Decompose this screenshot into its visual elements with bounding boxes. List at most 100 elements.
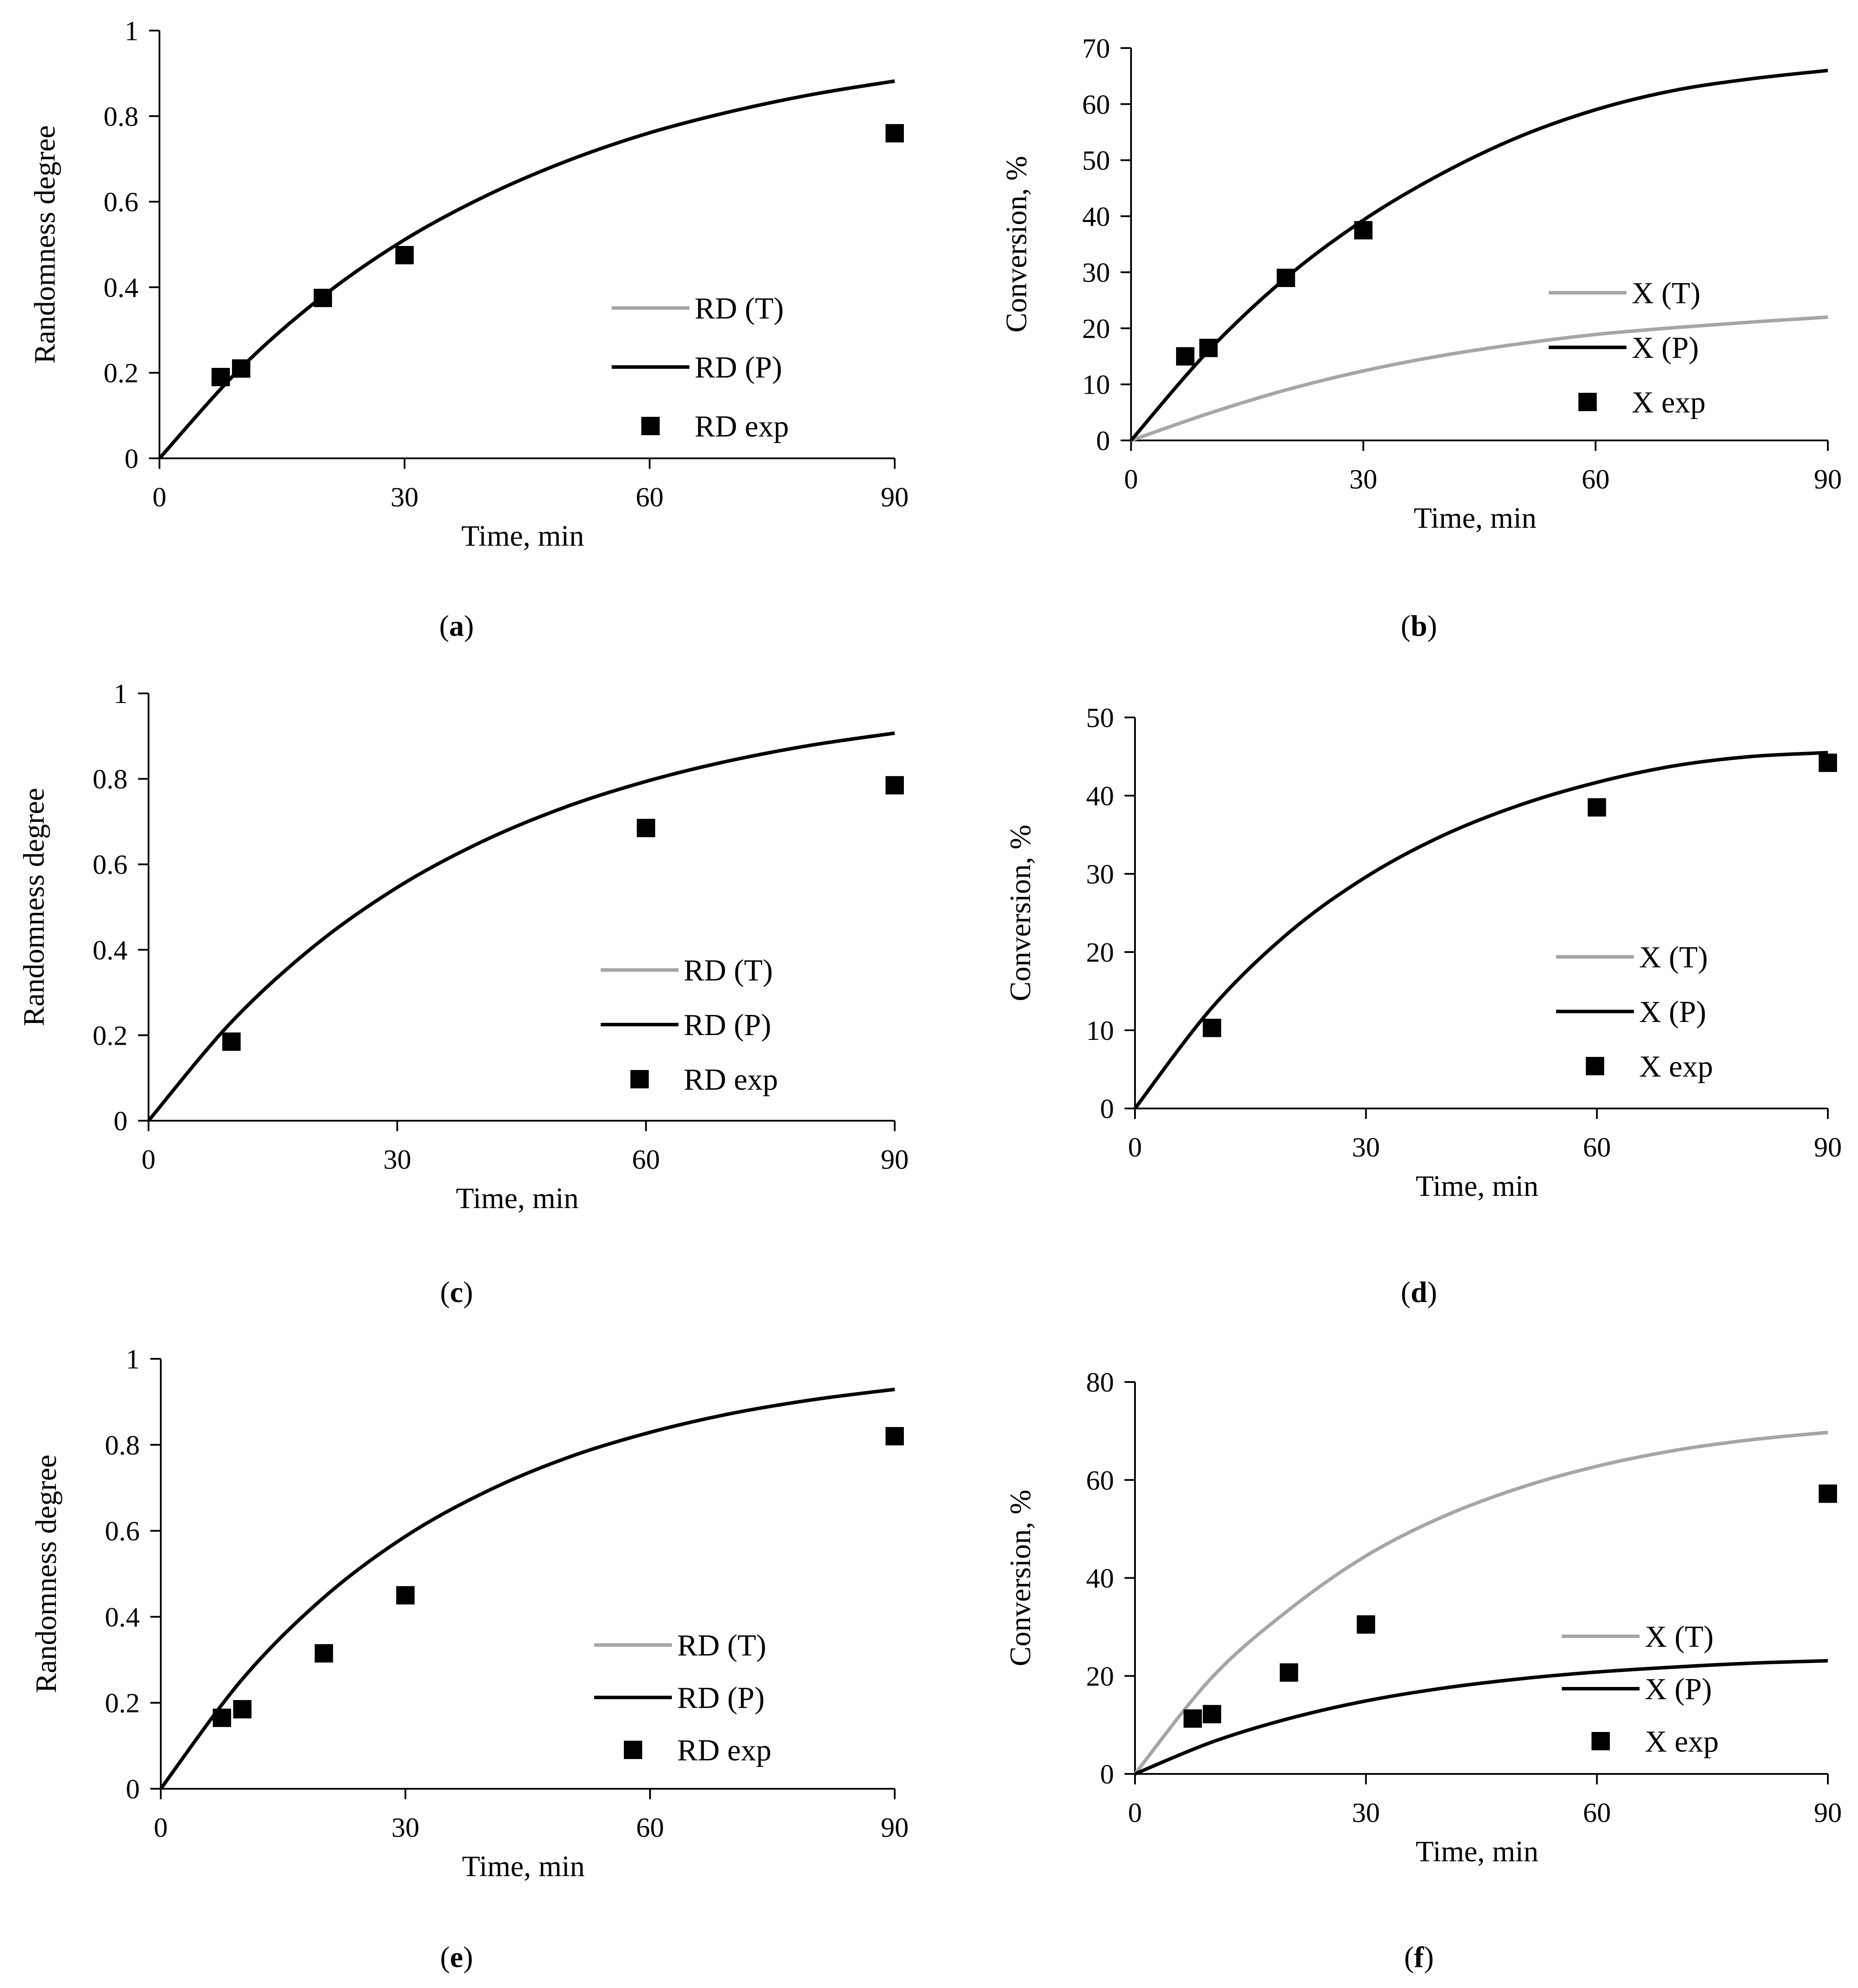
y-tick-label: 0.2 (93, 1020, 128, 1051)
y-tick-label: 80 (1086, 1367, 1114, 1398)
y-tick-label: 1 (114, 678, 128, 709)
data-point-marker (396, 1586, 415, 1605)
y-tick-label: 10 (1086, 1015, 1114, 1046)
legend-swatch-marker (1586, 1057, 1604, 1075)
data-point-marker (211, 367, 230, 386)
y-tick-label: 0.4 (93, 935, 128, 966)
panel-caption: (d) (1401, 1275, 1437, 1309)
x-tick-label: 60 (1583, 1132, 1611, 1163)
x-tick-label: 30 (1352, 1797, 1380, 1828)
x-tick-label: 90 (1814, 464, 1842, 495)
data-point-marker (1277, 268, 1295, 287)
x-axis-title: Time, min (1416, 1169, 1539, 1202)
panel-caption-close-paren: ) (1424, 1940, 1434, 1974)
x-tick-label: 0 (142, 1144, 156, 1175)
x-tick-label: 30 (383, 1144, 411, 1175)
y-tick-label: 30 (1082, 257, 1110, 288)
panel-caption: (f) (1404, 1940, 1434, 1974)
y-tick-label: 0.4 (105, 1601, 140, 1632)
y-tick-label: 40 (1086, 1563, 1114, 1594)
data-point-marker (886, 1427, 904, 1446)
x-tick-label: 60 (632, 1144, 660, 1175)
panel-caption-open-paren: ( (440, 1275, 450, 1309)
y-tick-label: 0 (1100, 1759, 1114, 1790)
y-tick-label: 1 (125, 15, 138, 46)
legend-label: RD exp (677, 1734, 772, 1767)
x-axis-title: Time, min (462, 1849, 585, 1883)
panel-caption-letter: e (450, 1940, 463, 1974)
y-tick-label: 0.4 (104, 272, 138, 303)
chart-panel-b: 0 10 20 30 40 50 60 70 0 30 60 90 Time, min Conversio… (1000, 33, 1842, 642)
y-tick-label: 0.8 (104, 101, 138, 132)
data-point-marker (1203, 1018, 1221, 1037)
x-tick-label: 0 (152, 481, 166, 513)
x-tick-label: 60 (1581, 464, 1609, 495)
data-point-marker (315, 1644, 333, 1663)
x-tick-label: 90 (1814, 1797, 1842, 1828)
data-point-marker (1819, 753, 1837, 772)
x-axis-title: Time, min (1416, 1835, 1539, 1868)
panel-caption-letter: b (1411, 609, 1427, 642)
legend-label: X (P) (1632, 331, 1699, 365)
legend-label: RD (P) (677, 1681, 765, 1715)
data-point-marker (1588, 798, 1606, 817)
legend-label: X (T) (1645, 1620, 1713, 1654)
series-line-e-1 (159, 1387, 895, 1790)
legend-label: RD (T) (677, 1629, 766, 1662)
y-tick-label: 0.8 (93, 764, 128, 795)
y-tick-label: 0 (125, 443, 138, 474)
panel-caption-open-paren: ( (1401, 609, 1411, 642)
x-tick-label: 30 (391, 481, 419, 513)
data-point-marker (886, 124, 904, 142)
legend-label: RD exp (695, 410, 789, 443)
y-tick-label: 0.2 (105, 1687, 140, 1718)
y-tick-label: 20 (1082, 313, 1110, 344)
legend-label: X exp (1645, 1725, 1719, 1759)
legend-label: X (P) (1639, 995, 1706, 1029)
legend-swatch-marker (624, 1741, 642, 1759)
y-tick-label: 50 (1086, 702, 1114, 733)
y-tick-label: 10 (1082, 369, 1110, 400)
data-point-marker (233, 1700, 252, 1718)
series-line-d-1 (1133, 751, 1828, 1110)
x-tick-label: 30 (391, 1812, 419, 1843)
panel-caption-letter: d (1411, 1275, 1427, 1309)
data-point-marker (637, 819, 655, 838)
x-tick-label: 0 (1128, 1797, 1142, 1828)
panel-caption-close-paren: ) (463, 1940, 473, 1974)
x-axis-title: Time, min (1414, 501, 1536, 534)
panel-caption: (b) (1401, 609, 1437, 642)
data-point-marker (1176, 347, 1195, 366)
data-point-marker (232, 359, 250, 378)
y-tick-label: 0.6 (105, 1516, 140, 1547)
x-tick-label: 30 (1349, 464, 1377, 495)
data-point-marker (886, 776, 904, 795)
data-point-marker (1280, 1663, 1298, 1682)
panel-caption-close-paren: ) (464, 609, 474, 642)
data-point-marker (222, 1032, 241, 1051)
y-tick-label: 0.6 (93, 849, 128, 880)
series-line-b-0 (1130, 315, 1828, 442)
panel-caption: (a) (439, 609, 474, 642)
x-tick-label: 60 (636, 481, 664, 513)
y-tick-label: 30 (1086, 859, 1114, 890)
legend-label: X (T) (1632, 277, 1700, 310)
y-tick-label: 0 (126, 1773, 140, 1804)
y-tick-label: 20 (1086, 937, 1114, 968)
y-tick-label: 40 (1082, 201, 1110, 232)
series-line-f-1 (1134, 1659, 1828, 1776)
y-tick-label: 60 (1086, 1465, 1114, 1496)
y-tick-label: 40 (1086, 780, 1114, 811)
legend-label: X (P) (1645, 1673, 1712, 1706)
x-tick-label: 90 (881, 1144, 909, 1175)
y-tick-label: 20 (1086, 1661, 1114, 1692)
y-tick-label: 0 (1100, 1093, 1114, 1124)
panel-caption-letter: a (449, 609, 464, 642)
y-tick-label: 60 (1082, 89, 1110, 120)
x-tick-label: 0 (1124, 464, 1138, 495)
data-point-marker (1199, 339, 1218, 357)
x-tick-label: 90 (881, 1812, 909, 1843)
y-axis-title: Randomness degree (28, 125, 61, 364)
y-axis-title: Conversion, % (1000, 156, 1033, 332)
